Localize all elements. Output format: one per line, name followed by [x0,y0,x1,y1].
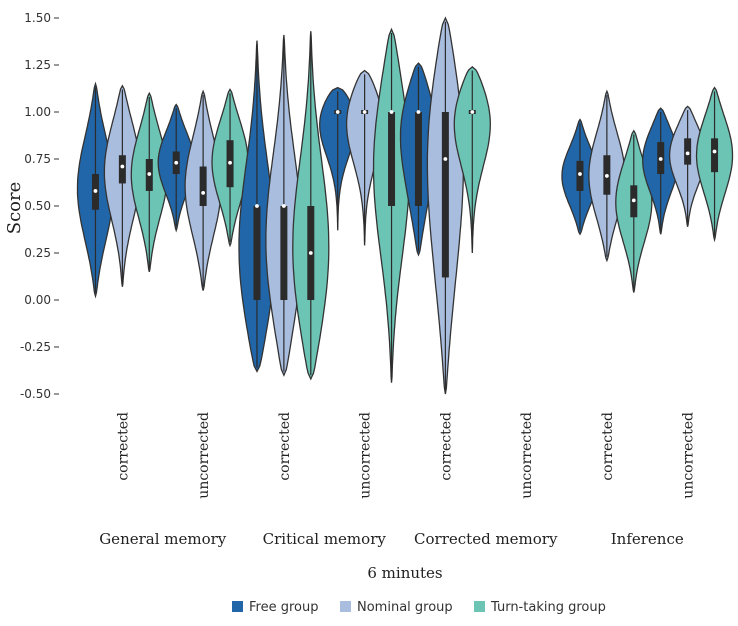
subgroup-label: corrected [115,412,131,481]
y-tick-label: 0.00 [24,293,51,307]
violin-median-dot [174,160,179,165]
violin-iqr-box [280,206,288,300]
violin-median-dot [578,172,582,176]
y-tick-label: -0.25 [20,340,51,354]
group-label: Inference [611,530,684,548]
y-tick-label: 1.50 [24,11,51,25]
violin-iqr-box [711,138,719,173]
legend: Free group Nominal group Turn-taking group [232,600,606,615]
group-label: General memory [99,530,227,548]
violin-iqr-box [414,112,422,206]
violin-iqr-box [388,112,396,206]
violin-plot-area [76,16,734,395]
y-tick-label: 1.00 [24,105,51,119]
group-label: Critical memory [263,530,387,548]
subgroup-label: uncorrected [681,412,697,499]
violin-median-dot [308,251,313,255]
violin-iqr-box [199,166,207,206]
violin-median-dot [685,151,690,156]
x-axis-title: 6 minutes [367,564,442,582]
violin-median-dot [335,110,340,114]
violin-median-dot [712,149,717,154]
subgroup-label: corrected [438,412,454,481]
legend-label: Nominal group [357,600,453,615]
violin-iqr-box [253,206,261,300]
legend-label: Free group [249,600,318,615]
subgroup-label: uncorrected [519,412,535,499]
legend-label: Turn-taking group [490,600,606,615]
y-tick-label: -0.50 [20,387,51,401]
violin-median-dot [93,189,98,193]
violin-median-dot [201,190,206,195]
x-axis-labels: General memory corrected uncorrected Critic… [99,412,696,548]
violin-median-dot [631,198,636,203]
violin-iqr-box [441,112,449,278]
legend-swatch [474,601,485,612]
subgroup-label: corrected [277,412,293,481]
y-tick-label: 0.75 [24,152,51,166]
y-tick-label: 1.25 [24,58,51,72]
violin-median-dot [443,157,448,161]
subgroup-label: corrected [600,412,616,481]
violin-median-dot [228,160,232,165]
y-tick-label: 0.50 [24,199,51,213]
legend-swatch [340,601,351,612]
violin-median-dot [470,110,475,114]
subgroup-label: uncorrected [358,412,374,499]
y-axis-label: Score [4,182,25,235]
violin-median-dot [147,172,152,176]
y-tick-label: 0.25 [24,246,51,260]
violin-median-dot [658,157,663,161]
y-axis: -0.50 -0.25 0.00 0.25 0.50 0.75 1.00 1.25 1.50 [20,11,59,401]
violin-iqr-box [118,155,126,184]
violin-median-dot [416,110,421,114]
legend-swatch [232,601,243,612]
violin-median-dot [389,110,394,114]
violin-median-dot [255,204,259,208]
group-label: Corrected memory [414,530,558,548]
violin-median-dot [604,174,609,178]
subgroup-label: uncorrected [196,412,212,499]
violin-median-dot [362,110,367,114]
violin-median-dot [120,164,125,169]
violin-median-dot [281,204,286,208]
